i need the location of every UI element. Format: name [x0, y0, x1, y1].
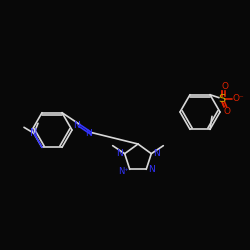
Text: N: N — [148, 165, 154, 174]
Text: O⁻: O⁻ — [232, 94, 244, 103]
Text: S: S — [218, 94, 226, 104]
Text: N: N — [30, 128, 38, 138]
Text: N⁺: N⁺ — [118, 167, 129, 176]
Text: N: N — [84, 129, 91, 138]
Text: O: O — [224, 107, 230, 116]
Text: O: O — [222, 82, 228, 91]
Text: N: N — [153, 149, 160, 158]
Text: N: N — [72, 121, 80, 130]
Text: N: N — [116, 149, 123, 158]
